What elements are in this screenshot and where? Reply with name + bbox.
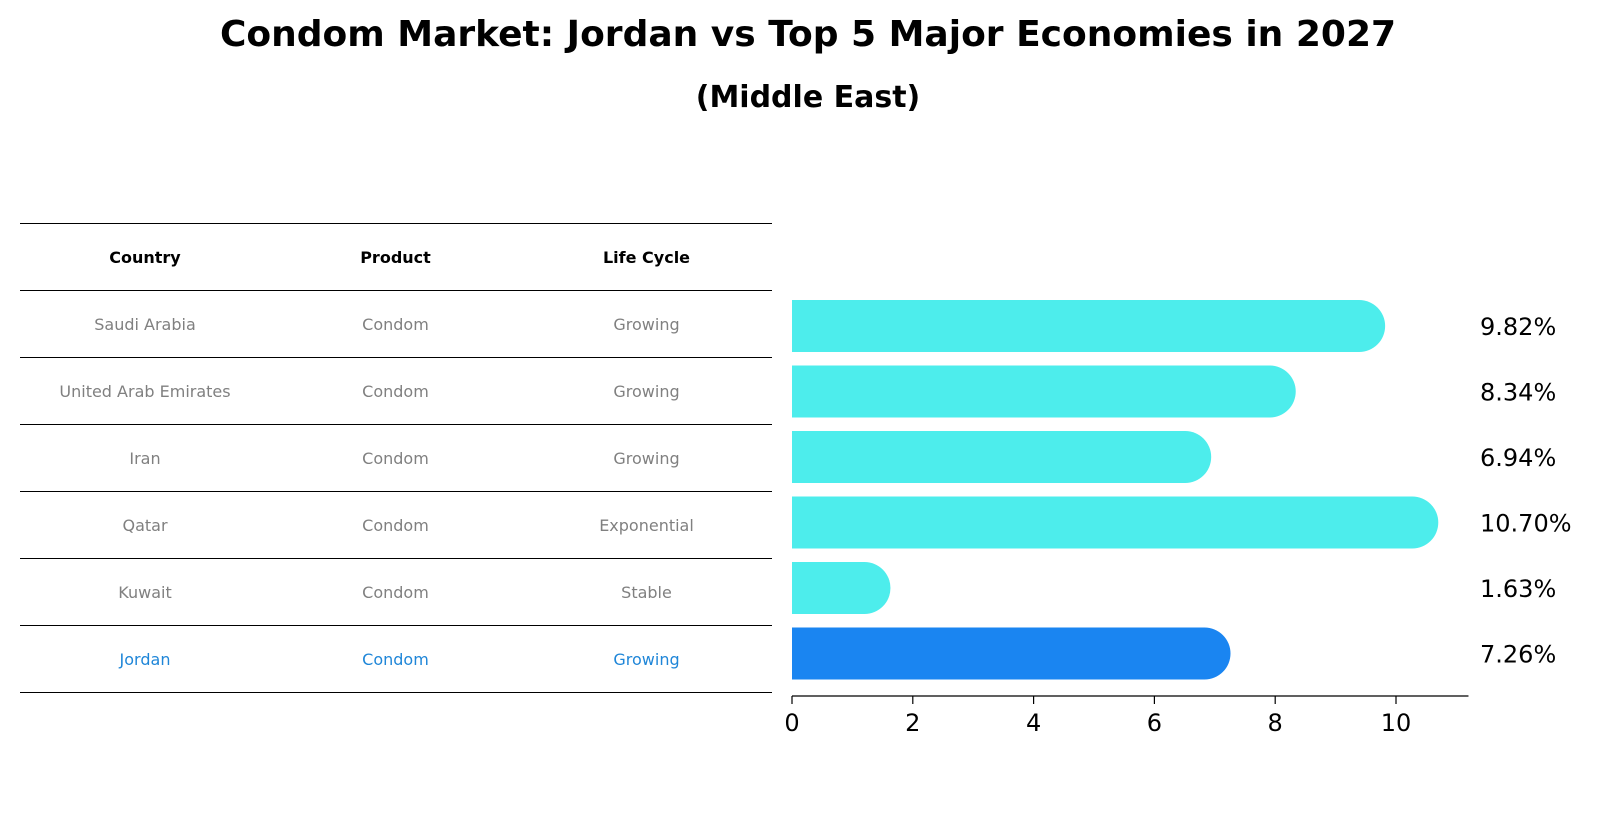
table-row-highlighted: Jordan Condom Growing [20, 625, 772, 693]
data-label: 1.63% [1480, 575, 1556, 603]
data-label: 6.94% [1480, 444, 1556, 472]
data-label: 8.34% [1480, 379, 1556, 407]
cell-country: Qatar [20, 491, 270, 559]
x-tick-label: 4 [1026, 709, 1041, 737]
cell-product: Condom [270, 491, 521, 559]
cell-country: United Arab Emirates [20, 357, 270, 425]
x-tick-label: 0 [784, 709, 799, 737]
table-row: Iran Condom Growing [20, 424, 772, 492]
cell-product: Condom [270, 625, 521, 693]
bar [792, 300, 1386, 352]
bar-highlighted [792, 627, 1231, 680]
chart-subtitle: (Middle East) [695, 80, 921, 115]
cell-life-cycle: Growing [521, 357, 772, 425]
table-row: Saudi Arabia Condom Growing [20, 290, 772, 358]
x-tick-label: 6 [1147, 709, 1162, 737]
bar [792, 562, 891, 614]
bar [792, 431, 1212, 483]
chart-title: Condom Market: Jordan vs Top 5 Major Eco… [219, 14, 1397, 55]
cell-product: Condom [270, 290, 521, 358]
cell-life-cycle: Exponential [521, 491, 772, 559]
cell-country: Iran [20, 424, 270, 492]
data-label: 9.82% [1480, 313, 1556, 341]
cell-life-cycle: Growing [521, 290, 772, 358]
cell-life-cycle: Stable [521, 558, 772, 626]
cell-product: Condom [270, 357, 521, 425]
cell-life-cycle: Growing [521, 424, 772, 492]
data-label: 7.26% [1480, 641, 1556, 669]
column-header-life-cycle: Life Cycle [521, 223, 772, 291]
cell-country: Kuwait [20, 558, 270, 626]
bar [792, 365, 1296, 418]
table-row: Qatar Condom Exponential [20, 491, 772, 559]
table-header-row: Country Product Life Cycle [20, 223, 772, 291]
cell-country: Saudi Arabia [20, 290, 270, 358]
bar [792, 496, 1439, 549]
column-header-product: Product [270, 223, 521, 291]
x-tick-label: 10 [1381, 709, 1412, 737]
market-table: Country Product Life Cycle Saudi Arabia … [20, 223, 772, 693]
data-label: 10.70% [1480, 510, 1572, 538]
column-header-country: Country [20, 223, 270, 291]
cell-country: Jordan [20, 625, 270, 693]
x-tick-label: 2 [905, 709, 920, 737]
table-row: Kuwait Condom Stable [20, 558, 772, 626]
x-tick-label: 8 [1268, 709, 1283, 737]
cell-life-cycle: Growing [521, 625, 772, 693]
table-row: United Arab Emirates Condom Growing [20, 357, 772, 425]
